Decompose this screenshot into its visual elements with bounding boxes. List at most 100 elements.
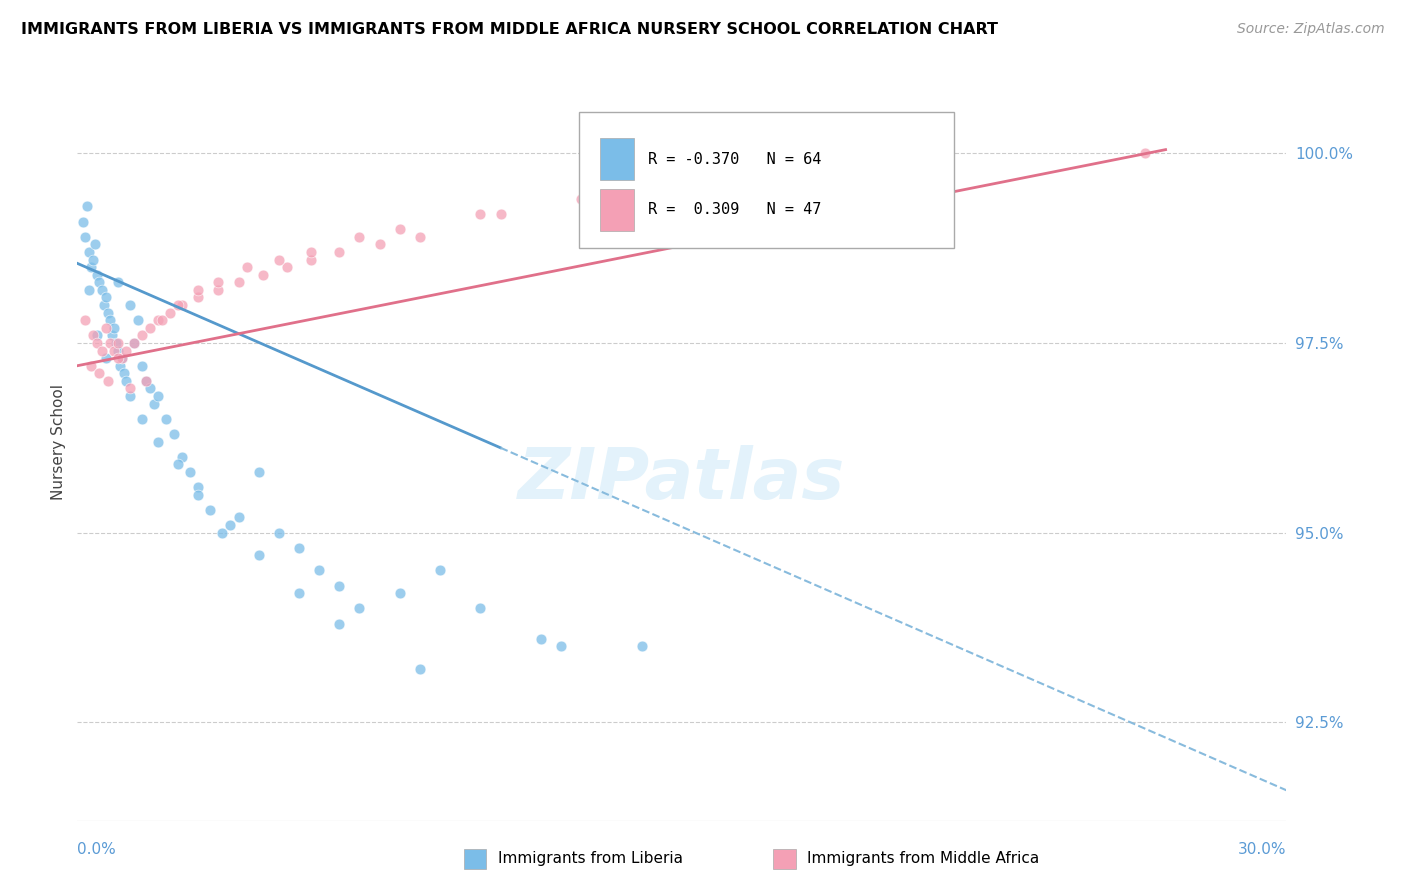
Point xyxy=(235,260,257,275)
Point xyxy=(118,382,141,396)
Point xyxy=(89,367,111,381)
Point xyxy=(90,343,112,358)
Point xyxy=(247,465,270,479)
Point xyxy=(328,579,350,593)
Point xyxy=(187,488,209,502)
Point xyxy=(368,237,391,252)
Point xyxy=(172,450,194,464)
Point xyxy=(131,359,153,373)
Text: R = -0.370   N = 64: R = -0.370 N = 64 xyxy=(648,152,821,167)
Point xyxy=(111,351,134,366)
Point xyxy=(267,252,290,267)
Point xyxy=(82,252,104,267)
Text: 30.0%: 30.0% xyxy=(1239,842,1286,857)
Bar xyxy=(600,189,634,231)
Point xyxy=(84,237,107,252)
Point xyxy=(328,245,350,260)
Point xyxy=(349,601,371,615)
Point xyxy=(167,458,190,472)
Point xyxy=(96,306,118,320)
Point xyxy=(135,374,157,388)
Point xyxy=(139,382,162,396)
Point xyxy=(122,336,145,351)
Point xyxy=(146,389,169,403)
Point xyxy=(530,632,553,646)
Point xyxy=(470,207,492,221)
Point xyxy=(187,283,209,297)
Point xyxy=(211,525,233,540)
Text: 0.0%: 0.0% xyxy=(77,842,117,857)
Point xyxy=(388,586,411,600)
Point xyxy=(276,260,298,275)
Point xyxy=(328,616,350,631)
FancyBboxPatch shape xyxy=(579,112,955,248)
Point xyxy=(107,336,129,351)
Point xyxy=(470,601,492,615)
Point xyxy=(349,230,371,244)
Text: Source: ZipAtlas.com: Source: ZipAtlas.com xyxy=(1237,22,1385,37)
Point xyxy=(127,313,149,327)
Point xyxy=(409,230,432,244)
Point xyxy=(207,283,229,297)
Point xyxy=(114,343,136,358)
Point xyxy=(114,374,136,388)
Point xyxy=(219,518,242,533)
Point xyxy=(150,313,173,327)
Point xyxy=(72,215,94,229)
Point xyxy=(94,291,117,305)
Point xyxy=(104,336,127,351)
Point xyxy=(429,564,451,578)
Text: R =  0.309   N = 47: R = 0.309 N = 47 xyxy=(648,202,821,218)
Point xyxy=(107,351,129,366)
Point xyxy=(89,276,111,290)
Point xyxy=(122,336,145,351)
Point xyxy=(591,185,613,199)
Point xyxy=(86,328,108,343)
Bar xyxy=(464,849,486,869)
Text: Immigrants from Liberia: Immigrants from Liberia xyxy=(498,852,683,866)
Point xyxy=(388,222,411,236)
Point xyxy=(155,412,177,426)
Point xyxy=(80,260,103,275)
Point xyxy=(79,245,101,260)
Point xyxy=(86,336,108,351)
Point xyxy=(299,245,322,260)
Point xyxy=(630,640,652,654)
Point xyxy=(308,564,330,578)
Point xyxy=(228,276,250,290)
Point xyxy=(163,427,186,442)
Point xyxy=(90,283,112,297)
Point xyxy=(80,359,103,373)
Point xyxy=(288,541,311,555)
Point xyxy=(96,374,118,388)
Point xyxy=(409,662,432,676)
Point xyxy=(131,412,153,426)
Point xyxy=(288,586,311,600)
Point xyxy=(100,328,122,343)
Point xyxy=(107,276,129,290)
Point xyxy=(135,374,157,388)
Point xyxy=(159,306,181,320)
Point xyxy=(86,268,108,282)
Point xyxy=(187,480,209,494)
Point xyxy=(103,343,125,358)
Point xyxy=(247,549,270,563)
Point xyxy=(79,283,101,297)
Point xyxy=(207,276,229,290)
Point xyxy=(75,230,97,244)
Point xyxy=(93,298,115,312)
Bar xyxy=(773,849,796,869)
Point xyxy=(118,298,141,312)
Point xyxy=(172,298,194,312)
Point xyxy=(187,291,209,305)
Point xyxy=(108,359,131,373)
Point xyxy=(107,343,129,358)
Point xyxy=(146,313,169,327)
Point xyxy=(569,192,592,206)
Point xyxy=(267,525,290,540)
Y-axis label: Nursery School: Nursery School xyxy=(51,384,66,500)
Point xyxy=(94,321,117,335)
Point xyxy=(76,200,98,214)
Point xyxy=(94,351,117,366)
Point xyxy=(139,321,162,335)
